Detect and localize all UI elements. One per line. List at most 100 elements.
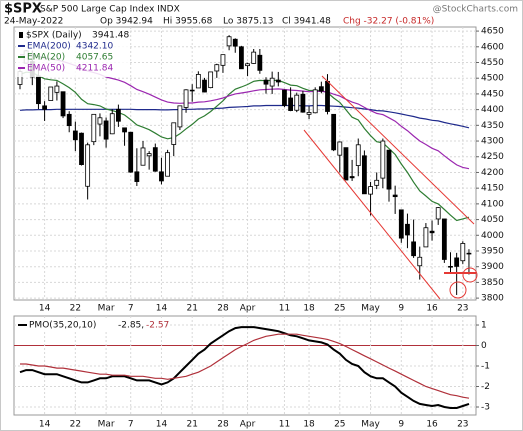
candle-body xyxy=(122,127,127,133)
candle-body xyxy=(226,36,232,47)
candle-body xyxy=(405,223,410,236)
candle-body xyxy=(79,132,84,165)
candle-body xyxy=(355,144,361,166)
candle-body xyxy=(386,149,392,190)
y-tick-label: 4550 xyxy=(481,58,504,68)
x-tick-label: Apr xyxy=(240,304,256,314)
candle-body xyxy=(312,89,318,114)
candle-body xyxy=(466,252,472,255)
candle-body xyxy=(306,112,312,115)
pmo-line xyxy=(20,333,470,399)
candle-body xyxy=(374,179,380,186)
x-tick-label: 16 xyxy=(426,304,438,314)
candle-body xyxy=(195,74,201,89)
y-tick-label: 4500 xyxy=(481,74,504,84)
candle-body xyxy=(85,144,91,187)
x-tick-label: May xyxy=(361,420,380,430)
candle-body xyxy=(325,80,330,112)
candle-body xyxy=(109,113,115,135)
candle-body xyxy=(202,79,207,93)
y-tick-label: 4400 xyxy=(481,105,504,115)
candle-body xyxy=(72,130,78,141)
candle-body xyxy=(54,85,60,93)
candle-body xyxy=(251,51,257,64)
candle-body xyxy=(245,63,250,67)
ema-line xyxy=(19,71,470,222)
candle-body xyxy=(460,243,466,262)
y-tick-label: 4100 xyxy=(481,199,504,209)
candle-body xyxy=(423,227,429,248)
candle-body xyxy=(361,155,367,195)
x-tick-label: 7 xyxy=(128,304,134,314)
x-tick-label: 11 xyxy=(279,420,290,430)
x-tick-label: 11 xyxy=(279,304,290,314)
y-tick-label: -2 xyxy=(481,382,490,392)
y-tick-label: 3800 xyxy=(481,294,504,304)
x-tick-label: 16 xyxy=(426,420,438,430)
y-tick-label: 0 xyxy=(481,341,487,351)
candle-body xyxy=(349,176,355,179)
legend-value: -2.85, xyxy=(118,321,144,331)
candle-body xyxy=(441,218,447,260)
candle-body xyxy=(411,241,417,257)
candle-body xyxy=(214,64,220,72)
legend-box xyxy=(16,319,166,332)
candle-body xyxy=(165,152,171,177)
channel-top xyxy=(321,75,475,225)
circle xyxy=(462,267,478,283)
candle-body xyxy=(380,140,386,179)
candle-body xyxy=(183,89,189,108)
candle-body xyxy=(331,113,337,151)
y-tick-label: 4250 xyxy=(481,152,504,162)
x-tick-label: 25 xyxy=(334,304,345,314)
candle-body xyxy=(171,122,177,145)
y-tick-label: 4200 xyxy=(481,168,504,178)
x-tick-label: 28 xyxy=(217,420,229,430)
candle-body xyxy=(343,147,349,181)
candle-body xyxy=(232,38,238,47)
high: Hi 3955.68 xyxy=(163,17,213,27)
annotations xyxy=(303,75,478,300)
candle-body xyxy=(263,79,269,85)
candle-body xyxy=(103,120,109,140)
y-tick-label: 4350 xyxy=(481,121,504,131)
x-tick-label: Mar xyxy=(98,304,115,314)
x-tick-label: Mar xyxy=(98,420,115,430)
candle-body xyxy=(66,113,72,127)
candle-body xyxy=(140,147,146,166)
legend-label: EMA(200) xyxy=(27,42,71,52)
date: 24-May-2022 xyxy=(4,17,63,27)
legend-label: EMA(20) xyxy=(27,53,65,63)
x-tick-label: 28 xyxy=(217,304,229,314)
candle-body xyxy=(435,207,441,220)
y-tick-label: 4600 xyxy=(481,42,504,52)
x-tick-label: 23 xyxy=(457,304,468,314)
x-tick-label: 21 xyxy=(186,304,197,314)
candle-body xyxy=(392,194,398,198)
watermark: @StockCharts.com xyxy=(433,5,518,15)
y-tick-label: -1 xyxy=(481,362,490,372)
legend-label: PMO(35,20,10) xyxy=(29,321,96,331)
candle-body xyxy=(159,171,164,182)
y-tick-label: 3950 xyxy=(481,246,504,256)
y-tick-label: 4450 xyxy=(481,89,504,99)
channel-bottom xyxy=(303,129,441,300)
candle-body xyxy=(417,256,423,267)
x-tick-label: 18 xyxy=(303,420,315,430)
x-tick-label: 22 xyxy=(70,420,81,430)
x-tick-label: May xyxy=(361,304,380,314)
x-tick-label: 14 xyxy=(39,304,51,314)
legend-candle xyxy=(19,32,23,38)
candle-body xyxy=(97,117,103,125)
low: Lo 3875.13 xyxy=(223,17,273,27)
candle-body xyxy=(116,108,121,122)
candle-body xyxy=(282,89,287,106)
candle-body xyxy=(134,171,140,182)
x-tick-label: Apr xyxy=(240,420,256,430)
legend-box xyxy=(16,29,128,77)
candle-body xyxy=(48,86,54,101)
candle-body xyxy=(42,105,47,110)
y-tick-label: 4050 xyxy=(481,215,504,225)
y-tick-label: 4000 xyxy=(481,231,504,241)
